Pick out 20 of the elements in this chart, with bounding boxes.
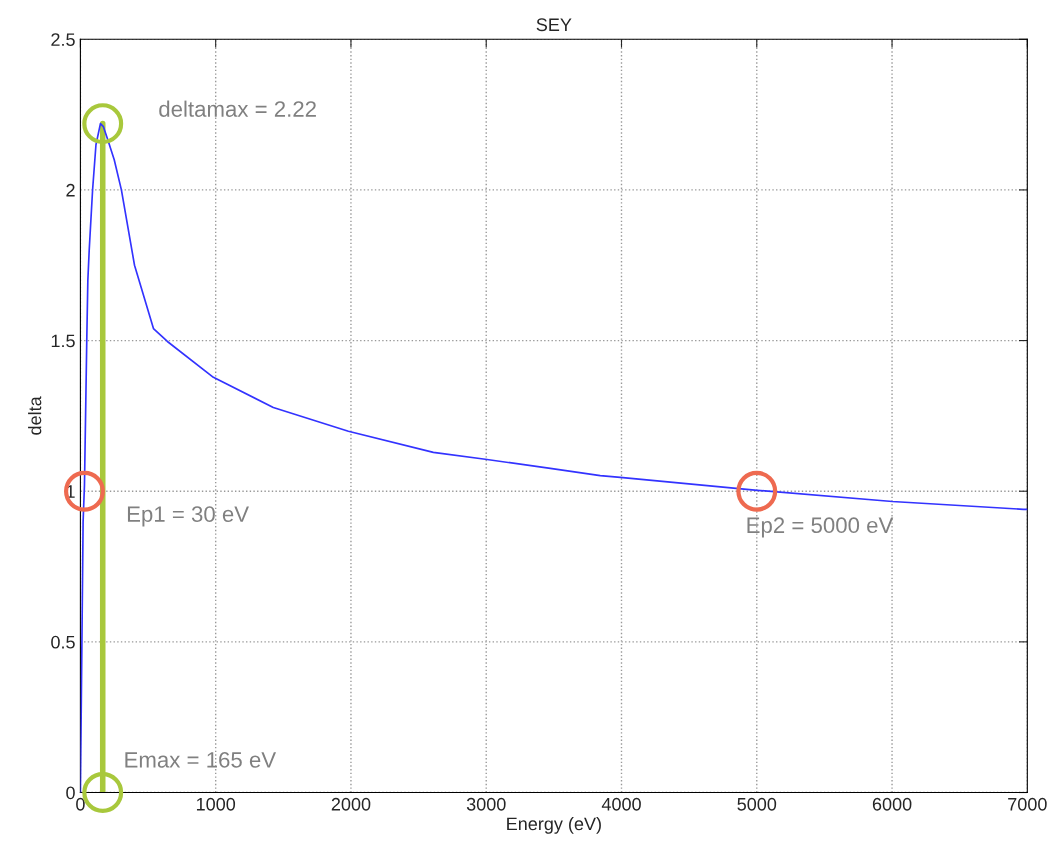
annotation: Emax = 165 eV <box>125 751 277 768</box>
y-tick-label: 1.5 <box>51 334 75 348</box>
y-tick-label: 2.5 <box>51 33 75 46</box>
x-tick-label: 4000 <box>601 797 641 811</box>
annotation: Ep1 = 30 eV <box>127 506 249 527</box>
x-tick-label: 1000 <box>196 797 236 811</box>
annotation: deltamax = 2.22 <box>159 100 316 117</box>
y-tick-label: 2 <box>66 183 75 197</box>
x-tick-label: 0 <box>76 797 85 811</box>
x-axis-title: Energy (eV) <box>507 816 601 834</box>
y-axis-title: delta <box>28 396 42 435</box>
x-tick-label: 5000 <box>737 797 777 811</box>
y-tick-label: 0.5 <box>51 635 75 649</box>
y-tick-label: 0 <box>66 786 75 800</box>
x-tick-label: 6000 <box>872 797 912 811</box>
x-tick-label: 7000 <box>1008 797 1047 811</box>
chart-title: SEY <box>536 18 572 32</box>
annotation: Ep2 = 5000 eV <box>747 517 894 538</box>
x-tick-label: 2000 <box>331 797 371 811</box>
x-tick-label: 3000 <box>466 797 506 811</box>
